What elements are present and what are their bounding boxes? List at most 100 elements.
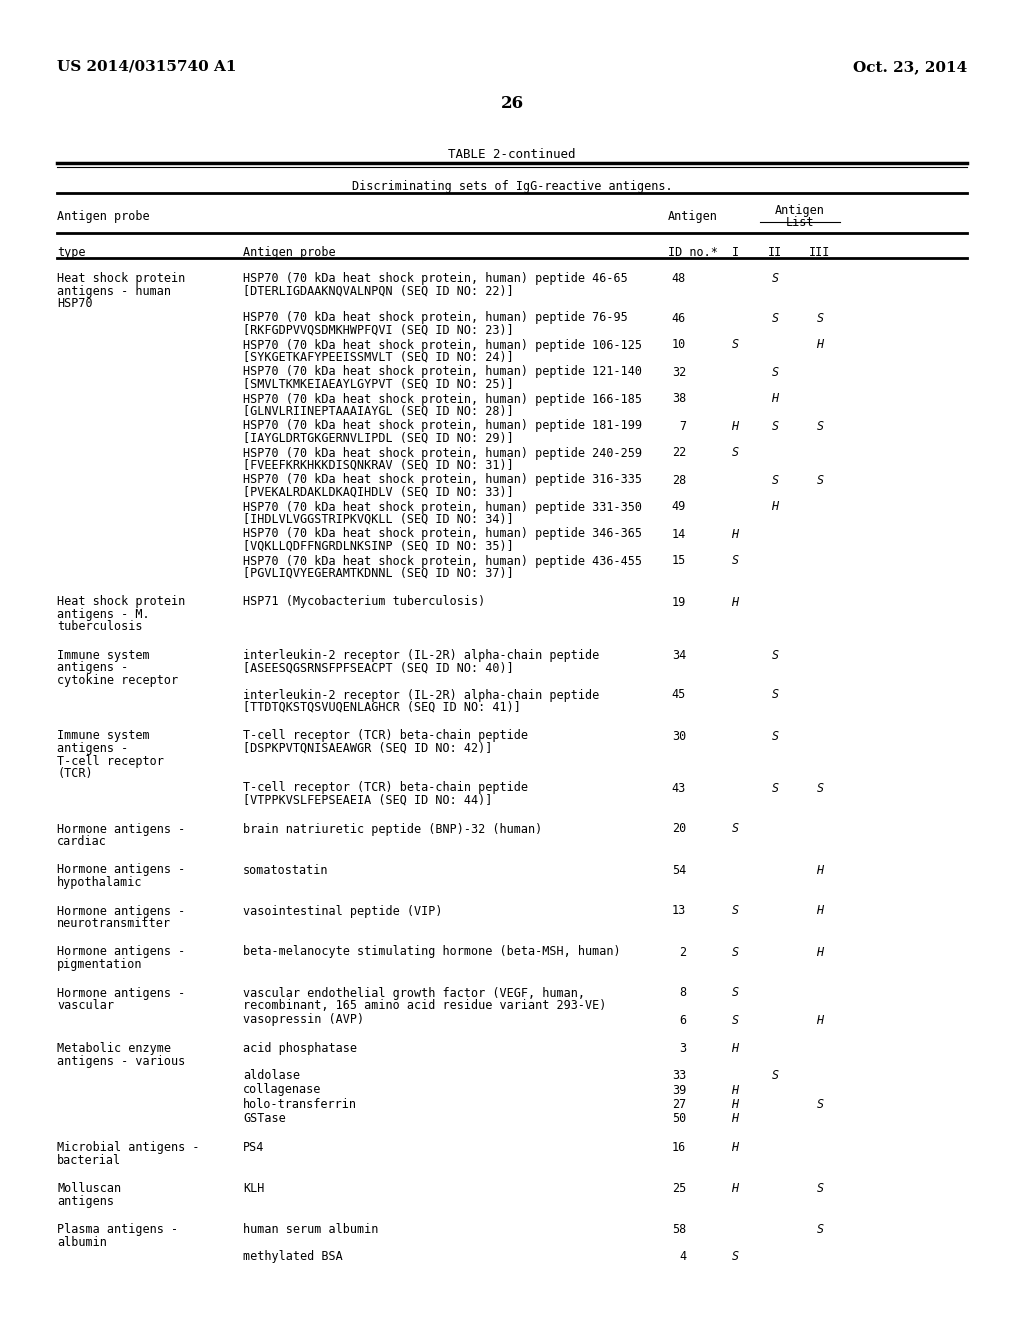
Text: 33: 33 [672,1069,686,1082]
Text: 22: 22 [672,446,686,459]
Text: 38: 38 [672,392,686,405]
Text: GSTase: GSTase [243,1113,286,1126]
Text: vascular endothelial growth factor (VEGF, human,: vascular endothelial growth factor (VEGF… [243,986,585,999]
Text: 48: 48 [672,272,686,285]
Text: 43: 43 [672,781,686,795]
Text: 4: 4 [679,1250,686,1263]
Text: [PVEKALRDAKLDKAQIHDLV (SEQ ID NO: 33)]: [PVEKALRDAKLDKAQIHDLV (SEQ ID NO: 33)] [243,486,514,499]
Text: HSP70 (70 kDa heat shock protein, human) peptide 46-65: HSP70 (70 kDa heat shock protein, human)… [243,272,628,285]
Text: Hormone antigens -: Hormone antigens - [57,863,185,876]
Text: H: H [731,420,738,433]
Text: antigens - human: antigens - human [57,285,171,297]
Text: S: S [771,312,778,325]
Text: [DTERLIGDAAKNQVALNPQN (SEQ ID NO: 22)]: [DTERLIGDAAKNQVALNPQN (SEQ ID NO: 22)] [243,285,514,297]
Text: somatostatin: somatostatin [243,863,329,876]
Text: Antigen probe: Antigen probe [57,210,150,223]
Text: H: H [816,945,823,958]
Text: 30: 30 [672,730,686,742]
Text: [GLNVLRIINEPTAAAIAYGL (SEQ ID NO: 28)]: [GLNVLRIINEPTAAAIAYGL (SEQ ID NO: 28)] [243,405,514,418]
Text: S: S [731,986,738,999]
Text: S: S [771,366,778,379]
Text: S: S [731,446,738,459]
Text: Immune system: Immune system [57,730,150,742]
Text: S: S [816,1224,823,1236]
Text: H: H [771,500,778,513]
Text: S: S [771,272,778,285]
Text: Hormone antigens -: Hormone antigens - [57,822,185,836]
Text: vascular: vascular [57,999,114,1012]
Text: 2: 2 [679,945,686,958]
Text: S: S [731,338,738,351]
Text: 19: 19 [672,595,686,609]
Text: HSP70 (70 kDa heat shock protein, human) peptide 166-185: HSP70 (70 kDa heat shock protein, human)… [243,392,642,405]
Text: HSP70 (70 kDa heat shock protein, human) peptide 316-335: HSP70 (70 kDa heat shock protein, human)… [243,474,642,487]
Text: H: H [816,904,823,917]
Text: [RKFGDPVVQSDMKHWPFQVI (SEQ ID NO: 23)]: [RKFGDPVVQSDMKHWPFQVI (SEQ ID NO: 23)] [243,323,514,337]
Text: S: S [771,1069,778,1082]
Text: S: S [731,554,738,568]
Text: Hormone antigens -: Hormone antigens - [57,945,185,958]
Text: Antigen: Antigen [668,210,718,223]
Text: 46: 46 [672,312,686,325]
Text: [FVEEFKRKHKKDISQNKRAV (SEQ ID NO: 31)]: [FVEEFKRKHKKDISQNKRAV (SEQ ID NO: 31)] [243,459,514,473]
Text: 27: 27 [672,1098,686,1111]
Text: 3: 3 [679,1041,686,1055]
Text: S: S [771,420,778,433]
Text: 15: 15 [672,554,686,568]
Text: S: S [816,420,823,433]
Text: HSP71 (Mycobacterium tuberculosis): HSP71 (Mycobacterium tuberculosis) [243,595,485,609]
Text: antigens -: antigens - [57,661,128,675]
Text: 32: 32 [672,366,686,379]
Text: H: H [731,1041,738,1055]
Text: 58: 58 [672,1224,686,1236]
Text: H: H [816,338,823,351]
Text: Antigen: Antigen [775,205,825,216]
Text: T-cell receptor: T-cell receptor [57,755,164,767]
Text: H: H [731,595,738,609]
Text: 13: 13 [672,904,686,917]
Text: Hormone antigens -: Hormone antigens - [57,986,185,999]
Text: bacterial: bacterial [57,1154,121,1167]
Text: II: II [768,246,782,259]
Text: cytokine receptor: cytokine receptor [57,675,178,686]
Text: 6: 6 [679,1014,686,1027]
Text: H: H [816,1014,823,1027]
Text: H: H [731,1084,738,1097]
Text: pigmentation: pigmentation [57,958,142,972]
Text: [DSPKPVTQNISAEAWGR (SEQ ID NO: 42)]: [DSPKPVTQNISAEAWGR (SEQ ID NO: 42)] [243,742,493,755]
Text: [SMVLTKMKEIAEAYLGYPVT (SEQ ID NO: 25)]: [SMVLTKMKEIAEAYLGYPVT (SEQ ID NO: 25)] [243,378,514,391]
Text: [VQKLLQDFFNGRDLNKSINP (SEQ ID NO: 35)]: [VQKLLQDFFNGRDLNKSINP (SEQ ID NO: 35)] [243,540,514,553]
Text: [VTPPKVSLFEPSEAEIA (SEQ ID NO: 44)]: [VTPPKVSLFEPSEAEIA (SEQ ID NO: 44)] [243,795,493,807]
Text: 20: 20 [672,822,686,836]
Text: [ASEESQGSRNSFPFSEACPT (SEQ ID NO: 40)]: [ASEESQGSRNSFPFSEACPT (SEQ ID NO: 40)] [243,661,514,675]
Text: US 2014/0315740 A1: US 2014/0315740 A1 [57,59,237,74]
Text: Metabolic enzyme: Metabolic enzyme [57,1041,171,1055]
Text: S: S [816,781,823,795]
Text: S: S [771,781,778,795]
Text: TABLE 2-continued: TABLE 2-continued [449,148,575,161]
Text: S: S [771,649,778,663]
Text: collagenase: collagenase [243,1084,322,1097]
Text: tuberculosis: tuberculosis [57,620,142,634]
Text: 54: 54 [672,863,686,876]
Text: 7: 7 [679,420,686,433]
Text: 25: 25 [672,1181,686,1195]
Text: HSP70 (70 kDa heat shock protein, human) peptide 346-365: HSP70 (70 kDa heat shock protein, human)… [243,528,642,540]
Text: 45: 45 [672,689,686,701]
Text: Antigen probe: Antigen probe [243,246,336,259]
Text: Oct. 23, 2014: Oct. 23, 2014 [853,59,967,74]
Text: holo-transferrin: holo-transferrin [243,1098,357,1111]
Text: interleukin-2 receptor (IL-2R) alpha-chain peptide: interleukin-2 receptor (IL-2R) alpha-cha… [243,689,599,701]
Text: brain natriuretic peptide (BNP)-32 (human): brain natriuretic peptide (BNP)-32 (huma… [243,822,543,836]
Text: antigens: antigens [57,1195,114,1208]
Text: [SYKGETKAFYPEEISSMVLT (SEQ ID NO: 24)]: [SYKGETKAFYPEEISSMVLT (SEQ ID NO: 24)] [243,351,514,364]
Text: beta-melanocyte stimulating hormone (beta-MSH, human): beta-melanocyte stimulating hormone (bet… [243,945,621,958]
Text: List: List [785,216,814,228]
Text: 10: 10 [672,338,686,351]
Text: 49: 49 [672,500,686,513]
Text: vasointestinal peptide (VIP): vasointestinal peptide (VIP) [243,904,442,917]
Text: S: S [731,1014,738,1027]
Text: S: S [816,1098,823,1111]
Text: KLH: KLH [243,1181,264,1195]
Text: vasopressin (AVP): vasopressin (AVP) [243,1014,365,1027]
